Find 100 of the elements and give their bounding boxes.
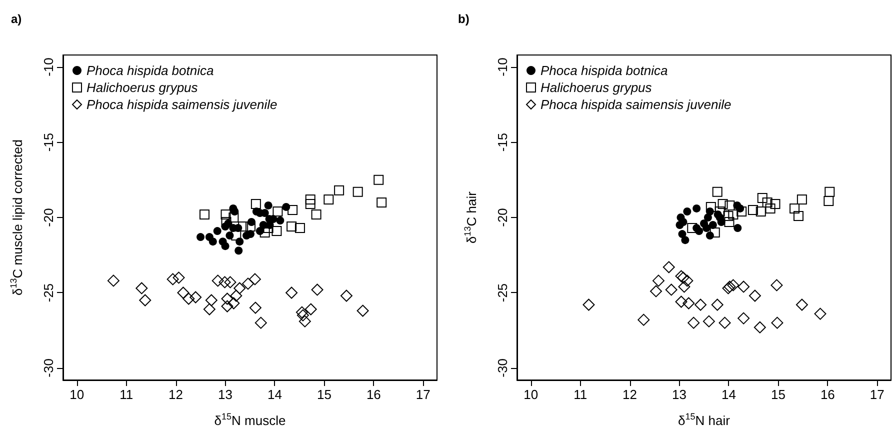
point (374, 174, 384, 185)
x-tick-label: 15 (770, 387, 786, 402)
point (638, 314, 650, 326)
point (228, 297, 240, 310)
point (286, 222, 297, 232)
point (688, 316, 700, 329)
y-tick-label: -30 (41, 358, 56, 378)
point (748, 290, 761, 302)
point (814, 308, 826, 320)
point (212, 274, 224, 287)
x-tick-label: 10 (70, 387, 84, 402)
point (221, 242, 230, 250)
point (221, 300, 234, 312)
point (793, 210, 804, 221)
x-tick-label: 15 (316, 387, 332, 402)
point (724, 217, 734, 228)
point (790, 203, 800, 214)
point (824, 196, 834, 206)
point (687, 223, 698, 234)
x-tick-label: 16 (366, 387, 381, 402)
x-tick-label: 14 (722, 387, 736, 402)
x-tick-label: 17 (416, 387, 430, 402)
point (242, 278, 254, 290)
y-tick-label: -10 (495, 58, 510, 76)
point (296, 309, 309, 322)
x-tick-label: 16 (820, 387, 835, 402)
point (652, 274, 664, 287)
point (665, 284, 678, 296)
point (213, 227, 222, 236)
point (234, 246, 243, 255)
point (706, 202, 716, 212)
point (294, 223, 305, 234)
point (196, 233, 205, 242)
point (305, 198, 316, 209)
x-tick-label: 11 (574, 387, 588, 402)
point (765, 203, 776, 214)
point (296, 306, 308, 318)
point (305, 194, 316, 204)
point (662, 261, 675, 274)
legend-label: Phoca hispida saimensis juvenile (540, 97, 732, 112)
point (286, 286, 298, 299)
point (694, 298, 707, 311)
y-tick-label: -15 (495, 132, 510, 152)
point (376, 197, 387, 208)
point (702, 315, 715, 328)
point (311, 209, 322, 220)
x-tick-label: 14 (268, 387, 282, 402)
point (203, 303, 216, 316)
point (678, 280, 690, 293)
point (199, 209, 210, 220)
point (334, 185, 344, 196)
y-tick-label: -30 (495, 358, 510, 378)
point (221, 217, 232, 228)
x-tick-label: 12 (168, 387, 184, 402)
point (770, 279, 783, 292)
y-axis-title: δ13C hair (462, 190, 479, 244)
point (311, 284, 324, 296)
point (650, 285, 662, 298)
y-tick-label: -10 (41, 58, 56, 76)
point (738, 280, 750, 293)
legend-label: Phoca hispida botnica (540, 63, 668, 78)
point (248, 273, 261, 286)
point (681, 274, 694, 287)
point (340, 290, 352, 302)
point (718, 198, 728, 209)
point (675, 296, 688, 308)
point (288, 204, 298, 215)
point (136, 282, 148, 294)
point (218, 276, 231, 288)
y-tick-label: -25 (41, 283, 56, 302)
point (754, 321, 766, 334)
point (723, 210, 734, 221)
point (762, 197, 772, 208)
point (692, 204, 701, 212)
point (177, 286, 190, 299)
x-tick-label: 17 (870, 387, 884, 402)
point (711, 298, 724, 311)
point (352, 186, 363, 197)
point (756, 206, 766, 216)
chart-title: a) (11, 12, 22, 26)
point (718, 316, 731, 329)
point (190, 291, 202, 304)
point (682, 297, 695, 310)
point (734, 224, 742, 232)
point (582, 298, 595, 311)
point (712, 186, 722, 197)
point (748, 204, 758, 215)
point (304, 303, 317, 316)
point (770, 198, 780, 209)
point (220, 209, 231, 220)
point (324, 194, 334, 204)
point (356, 304, 369, 317)
point (727, 279, 740, 292)
point (234, 282, 246, 294)
point (702, 224, 710, 232)
point (208, 238, 217, 246)
point (249, 302, 262, 314)
x-tick-label: 11 (120, 387, 134, 402)
point (824, 186, 835, 197)
point (139, 294, 152, 306)
